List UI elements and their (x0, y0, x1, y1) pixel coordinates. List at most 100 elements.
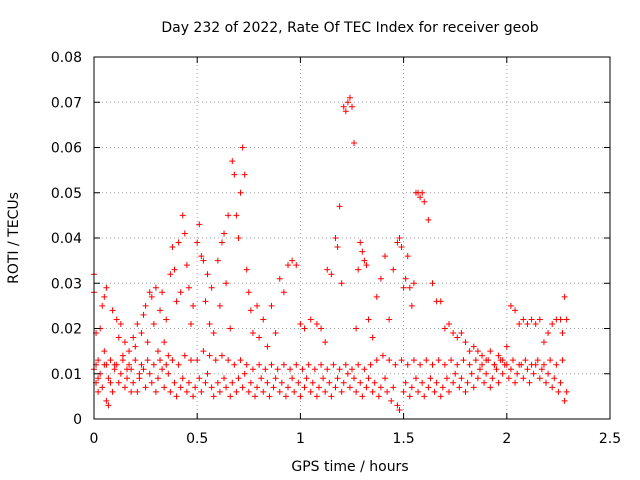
data-point (216, 388, 223, 395)
data-point (262, 366, 269, 373)
data-point (278, 379, 285, 386)
data-point (126, 348, 133, 355)
data-point (179, 212, 186, 219)
data-point (425, 216, 432, 223)
data-point (169, 357, 176, 364)
data-point (526, 379, 533, 386)
data-point (540, 361, 547, 368)
data-point (324, 266, 331, 273)
data-point (563, 316, 570, 323)
y-tick-label: 0.04 (51, 231, 82, 247)
data-point (280, 361, 287, 368)
data-point (344, 99, 351, 106)
data-point (559, 330, 566, 337)
data-point (107, 357, 114, 364)
data-point (210, 393, 217, 400)
data-point (561, 397, 568, 404)
y-tick-label: 0.03 (51, 276, 82, 292)
data-point (223, 384, 230, 391)
data-point (330, 361, 337, 368)
data-point (450, 379, 457, 386)
data-point (437, 393, 444, 400)
data-point (285, 262, 292, 269)
data-point (446, 388, 453, 395)
data-point (260, 388, 267, 395)
data-point (128, 388, 135, 395)
data-point (245, 289, 252, 296)
data-point (460, 357, 467, 364)
data-point (188, 320, 195, 327)
data-point (181, 230, 188, 237)
data-point (103, 284, 110, 291)
data-point (419, 189, 426, 196)
data-point (456, 384, 463, 391)
data-point (474, 375, 481, 382)
data-point (198, 253, 205, 260)
grid-lines (94, 57, 610, 419)
data-point (373, 357, 380, 364)
data-points (91, 94, 570, 413)
data-point (163, 316, 170, 323)
data-point (559, 357, 566, 364)
data-point (357, 379, 364, 386)
data-point (254, 302, 261, 309)
data-point (105, 375, 112, 382)
data-point (229, 158, 236, 165)
data-point (476, 366, 483, 373)
data-point (227, 325, 234, 332)
data-point (557, 379, 564, 386)
data-point (386, 316, 393, 323)
data-point (512, 307, 519, 314)
data-point (516, 320, 523, 327)
data-point (464, 379, 471, 386)
data-point (101, 361, 108, 368)
data-point (190, 302, 197, 309)
data-point (561, 293, 568, 300)
data-point (204, 271, 211, 278)
data-point (109, 307, 116, 314)
data-point (144, 357, 151, 364)
data-point (95, 357, 102, 364)
data-point (171, 379, 178, 386)
data-point (235, 235, 242, 241)
data-point (551, 375, 558, 382)
data-point (101, 348, 108, 355)
data-point (324, 366, 331, 373)
data-point (429, 280, 436, 287)
data-point (247, 307, 254, 314)
data-point (338, 280, 345, 287)
data-point (227, 393, 234, 400)
data-point (557, 316, 564, 323)
data-point (466, 361, 473, 368)
y-tick-label: 0.07 (51, 95, 82, 111)
data-point (179, 375, 186, 382)
x-tick-label: 0.5 (186, 431, 208, 447)
data-point (328, 271, 335, 278)
data-point (154, 348, 161, 355)
data-point (268, 361, 275, 368)
data-point (425, 384, 432, 391)
data-point (344, 370, 351, 377)
data-point (285, 384, 292, 391)
data-point (448, 357, 455, 364)
data-point (185, 284, 192, 291)
data-point (311, 366, 318, 373)
data-point (280, 289, 287, 296)
data-point (237, 357, 244, 364)
data-point (181, 352, 188, 359)
data-point (396, 406, 403, 413)
data-point (336, 203, 343, 210)
data-point (165, 352, 172, 359)
data-point (218, 239, 225, 246)
data-point (291, 388, 298, 395)
x-tick-label: 1 (296, 431, 305, 447)
data-point (346, 94, 353, 101)
data-point (124, 375, 131, 382)
data-point (229, 379, 236, 386)
data-point (233, 212, 240, 219)
data-point (218, 352, 225, 359)
data-point (140, 366, 147, 373)
x-axis-label: GPS time / hours (291, 459, 408, 475)
data-point (159, 289, 166, 296)
data-point (507, 302, 514, 309)
